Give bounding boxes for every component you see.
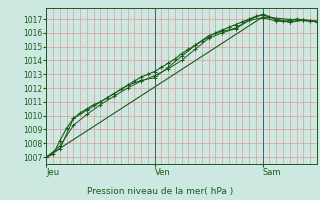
- Text: Pression niveau de la mer( hPa ): Pression niveau de la mer( hPa ): [87, 187, 233, 196]
